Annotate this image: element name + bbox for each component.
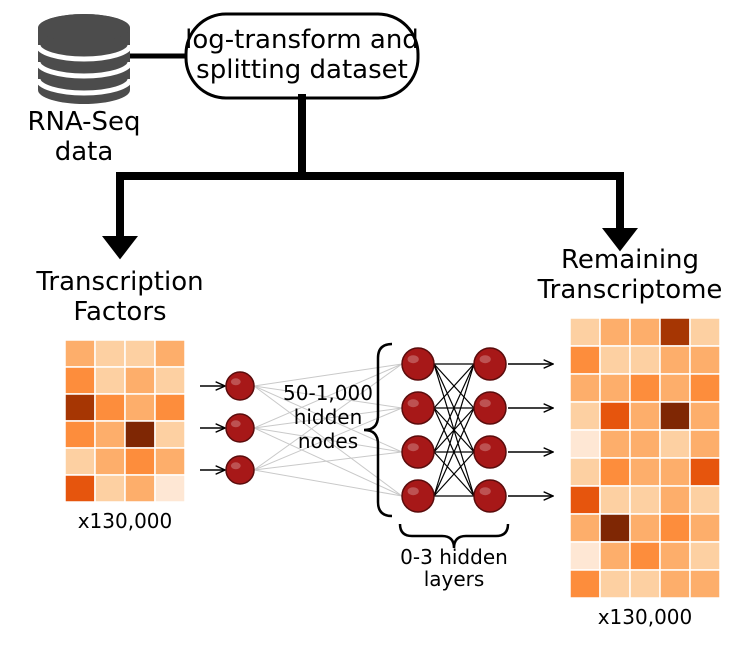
pipeline-diagram: RNA-Seq data log-transform and splitting… bbox=[0, 0, 748, 649]
hidden-layers-label-line1: 0-3 hidden bbox=[400, 545, 508, 569]
process-box: log-transform and splitting dataset bbox=[185, 14, 419, 98]
rna-seq-database-icon bbox=[38, 14, 130, 104]
rt-label-line2: Transcriptome bbox=[537, 275, 723, 305]
tf-count-label: x130,000 bbox=[78, 509, 173, 533]
neural-network bbox=[200, 348, 552, 512]
rt-heatmap bbox=[570, 318, 720, 598]
rt-count-label: x130,000 bbox=[598, 605, 693, 629]
hidden-nodes-label-line3: nodes bbox=[298, 429, 358, 453]
rna-seq-label-line2: data bbox=[55, 137, 114, 167]
rna-seq-label-line1: RNA-Seq bbox=[27, 107, 140, 137]
tf-label-line2: Factors bbox=[73, 297, 166, 327]
process-label-line2: splitting dataset bbox=[196, 55, 408, 85]
tf-label-line1: Transcription bbox=[35, 267, 203, 297]
hidden-nodes-label-line1: 50-1,000 bbox=[283, 381, 373, 405]
flow-arrows bbox=[102, 98, 638, 259]
hidden-layers-label-line2: layers bbox=[424, 567, 485, 591]
rt-label-line1: Remaining bbox=[561, 245, 699, 275]
hidden-nodes-label-line2: hidden bbox=[294, 405, 363, 429]
process-label-line1: log-transform and bbox=[185, 25, 419, 55]
tf-heatmap bbox=[65, 340, 185, 502]
